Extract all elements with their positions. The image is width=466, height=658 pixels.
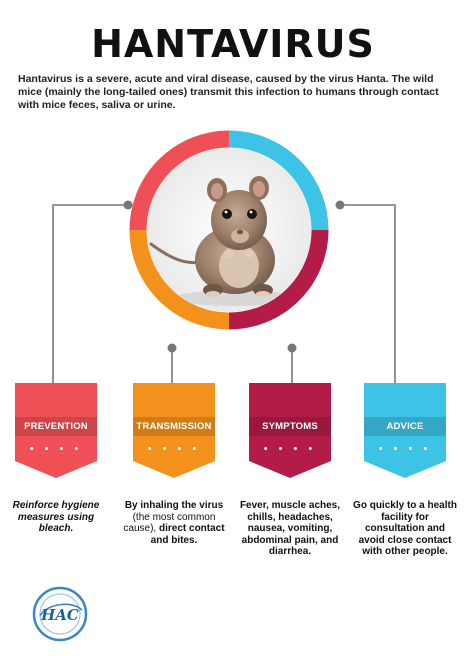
card-shape-symptoms xyxy=(249,383,331,478)
card-dots-transmission: • • • • xyxy=(147,443,201,455)
desc-advice-text: Go quickly to a health facility for cons… xyxy=(353,500,457,557)
ring-segment-transmission xyxy=(129,229,230,330)
card-advice: ADVICE • • • • xyxy=(364,383,446,478)
card-dots-prevention: • • • • xyxy=(29,443,83,455)
desc-transmission-normal: (the most common cause), xyxy=(123,511,216,535)
card-dots-advice: • • • • xyxy=(378,443,432,455)
connector-dot-transmission xyxy=(167,343,177,353)
desc-prevention: Reinforce hygiene measures using bleach. xyxy=(4,500,108,535)
card-symptoms: SYMPTOMS • • • • xyxy=(249,383,331,478)
desc-prevention-text: Reinforce hygiene measures using bleach. xyxy=(12,500,100,534)
desc-transmission-bold: By inhaling the virus xyxy=(124,500,224,511)
connector-advice xyxy=(340,204,396,384)
mouse-photo xyxy=(147,148,311,312)
mouse-illustration xyxy=(147,148,311,312)
card-shape-transmission xyxy=(133,383,215,478)
connector-prevention xyxy=(52,204,128,384)
card-label-symptoms: SYMPTOMS xyxy=(262,421,318,432)
ring-segment-prevention xyxy=(129,130,230,231)
desc-advice: Go quickly to a health facility for cons… xyxy=(353,500,457,558)
card-label-prevention: PREVENTION xyxy=(24,421,88,432)
card-label-advice: ADVICE xyxy=(386,421,424,432)
hac-logo: HAC xyxy=(32,586,88,642)
svg-text:HAC: HAC xyxy=(40,606,79,624)
card-label-transmission: TRANSMISSION xyxy=(136,421,212,432)
page-title: HANTAVIRUS xyxy=(91,22,375,66)
card-shape-advice xyxy=(364,383,446,478)
card-shape-prevention xyxy=(15,383,97,478)
desc-transmission-bold-2: direct contact and bites. xyxy=(150,523,225,546)
connector-dot-symptoms xyxy=(287,343,297,353)
ring-segment-symptoms xyxy=(228,229,329,330)
desc-transmission: By inhaling the virus (the most common c… xyxy=(122,500,226,546)
card-dots-symptoms: • • • • xyxy=(263,443,317,455)
card-prevention: PREVENTION • • • • xyxy=(15,383,97,478)
hac-logo-mark: HAC xyxy=(32,586,88,642)
ring-segment-advice xyxy=(228,130,329,231)
desc-symptoms-text: Fever, muscle aches, chills, headaches, … xyxy=(239,500,341,557)
card-transmission: TRANSMISSION • • • • xyxy=(133,383,215,478)
connector-dot-advice xyxy=(335,200,345,210)
intro-paragraph: Hantavirus is a severe, acute and viral … xyxy=(18,73,439,111)
desc-symptoms: Fever, muscle aches, chills, headaches, … xyxy=(238,500,342,558)
connector-dot-prevention xyxy=(123,200,133,210)
